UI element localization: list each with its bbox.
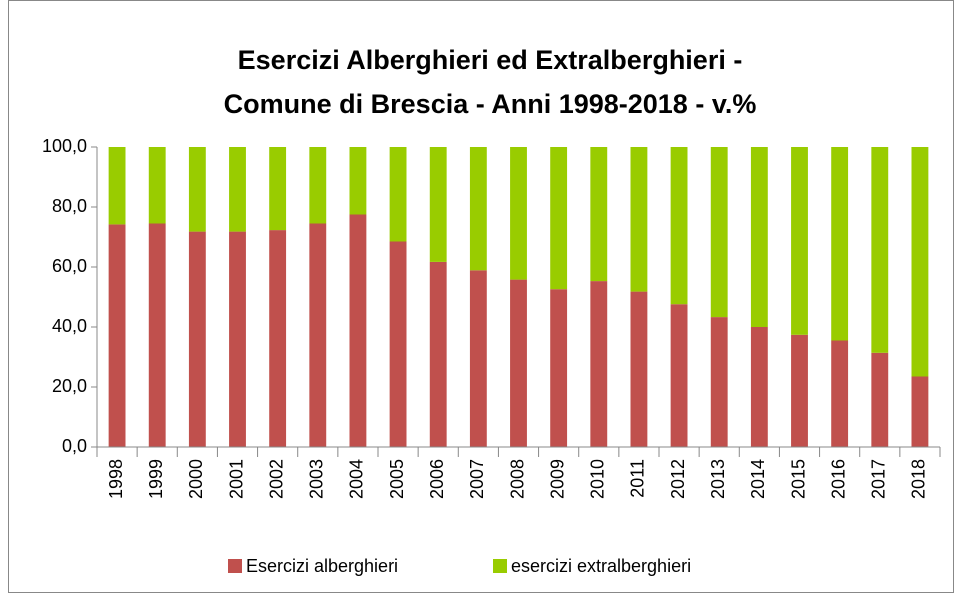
x-tick-label: 2018 <box>909 459 929 499</box>
bar-segment <box>309 147 327 224</box>
bar-segment <box>349 214 367 447</box>
bar-segment <box>188 231 206 447</box>
bar-segment <box>871 352 889 447</box>
bar-segment <box>550 147 568 290</box>
bar-segment <box>550 289 568 447</box>
x-tick-label: 2002 <box>266 459 286 499</box>
legend-swatch <box>228 559 242 573</box>
y-tick-label: 80,0 <box>52 196 87 216</box>
x-tick-label: 2015 <box>788 459 808 499</box>
x-tick-label: 2004 <box>347 459 367 499</box>
bar-segment <box>389 147 407 242</box>
bar-segment <box>269 230 287 447</box>
y-tick-label: 40,0 <box>52 316 87 336</box>
bar-segment <box>791 147 808 335</box>
bar-segment <box>750 327 768 447</box>
bar-segment <box>630 147 648 292</box>
bar-segment <box>469 147 487 271</box>
x-tick-label: 2000 <box>186 459 206 499</box>
x-tick-label: 2014 <box>748 459 768 499</box>
bar-segment <box>670 304 688 447</box>
x-tick-label: 2006 <box>427 459 447 499</box>
bar-segment <box>831 340 849 447</box>
chart-title: Comune di Brescia - Anni 1998-2018 - v.% <box>224 89 757 119</box>
bar-segment <box>188 147 206 232</box>
x-tick-label: 2009 <box>547 459 567 499</box>
bar-segment <box>469 270 487 447</box>
x-tick-label: 2001 <box>226 459 246 499</box>
x-tick-label: 2003 <box>307 459 327 499</box>
bar-segment <box>108 224 126 447</box>
x-tick-label: 2016 <box>828 459 848 499</box>
bar-segment <box>911 376 929 447</box>
bar-segment <box>831 147 849 341</box>
bar-segment <box>108 147 126 225</box>
legend-label: esercizi extralberghieri <box>511 556 691 576</box>
chart-title: Esercizi Alberghieri ed Extralberghieri … <box>238 45 743 75</box>
bar-segment <box>229 231 246 447</box>
bar-segment <box>670 147 688 305</box>
bar-segment <box>710 147 728 318</box>
y-tick-label: 20,0 <box>52 376 87 396</box>
x-tick-label: 2011 <box>628 459 648 498</box>
bar-segment <box>911 147 929 377</box>
x-tick-label: 2012 <box>668 459 688 499</box>
y-tick-label: 60,0 <box>52 256 87 276</box>
bar-segment <box>750 147 768 327</box>
bar-segment <box>510 147 527 280</box>
bar-segment <box>429 147 447 262</box>
bar-segment <box>871 147 889 353</box>
x-tick-label: 2013 <box>708 459 728 499</box>
bar-segment <box>269 147 287 231</box>
legend-swatch <box>493 559 507 573</box>
legend-label: Esercizi alberghieri <box>246 556 398 576</box>
bar-segment <box>349 147 367 215</box>
x-tick-label: 1998 <box>106 459 126 499</box>
x-tick-label: 2008 <box>507 459 527 499</box>
bar-segment <box>791 334 808 447</box>
bar-segment <box>710 317 728 447</box>
y-tick-label: 0,0 <box>62 436 87 456</box>
bar-segment <box>309 223 327 447</box>
bar-segment <box>510 279 527 447</box>
x-tick-label: 2017 <box>869 459 889 499</box>
x-tick-label: 2010 <box>588 459 608 499</box>
bar-segment <box>389 241 407 447</box>
bar-segment <box>148 147 166 224</box>
bar-segment <box>590 147 608 282</box>
y-tick-label: 100,0 <box>42 136 87 156</box>
x-tick-label: 2005 <box>387 459 407 499</box>
bar-segment <box>429 261 447 447</box>
bar-segment <box>630 291 648 447</box>
bar-segment <box>148 223 166 447</box>
bar-segment <box>590 281 608 447</box>
bar-segment <box>229 147 246 232</box>
x-tick-label: 1999 <box>146 459 166 499</box>
x-tick-label: 2007 <box>467 459 487 499</box>
